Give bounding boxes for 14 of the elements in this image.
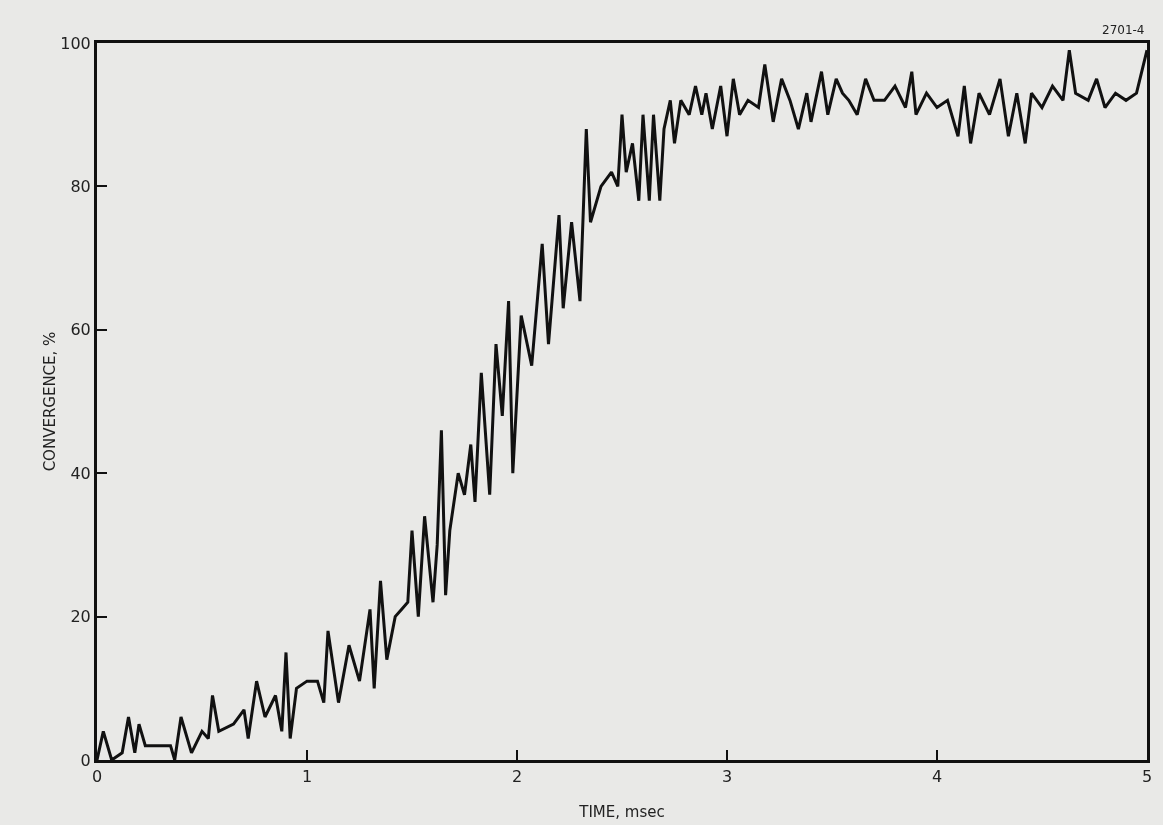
x-tick-label: 1 [301, 767, 313, 787]
x-tick-label: 5 [1141, 767, 1153, 787]
y-tick-label: 40 [70, 463, 91, 483]
x-tick-label: 4 [931, 767, 943, 787]
y-tick-label: 100 [60, 33, 91, 53]
y-tick-label: 80 [70, 177, 91, 196]
text: 2701-4 [1102, 23, 1145, 37]
y-axis-title: CONVERGENCE, % [41, 331, 59, 472]
x-axis-title: TIME, msec [578, 803, 665, 821]
y-tick-label: 0 [80, 750, 91, 770]
x-tick-label: 3 [721, 767, 733, 787]
y-tick-label: 60 [70, 320, 91, 340]
y-tick-label: 20 [70, 607, 91, 627]
x-tick-label: 2 [511, 767, 523, 787]
